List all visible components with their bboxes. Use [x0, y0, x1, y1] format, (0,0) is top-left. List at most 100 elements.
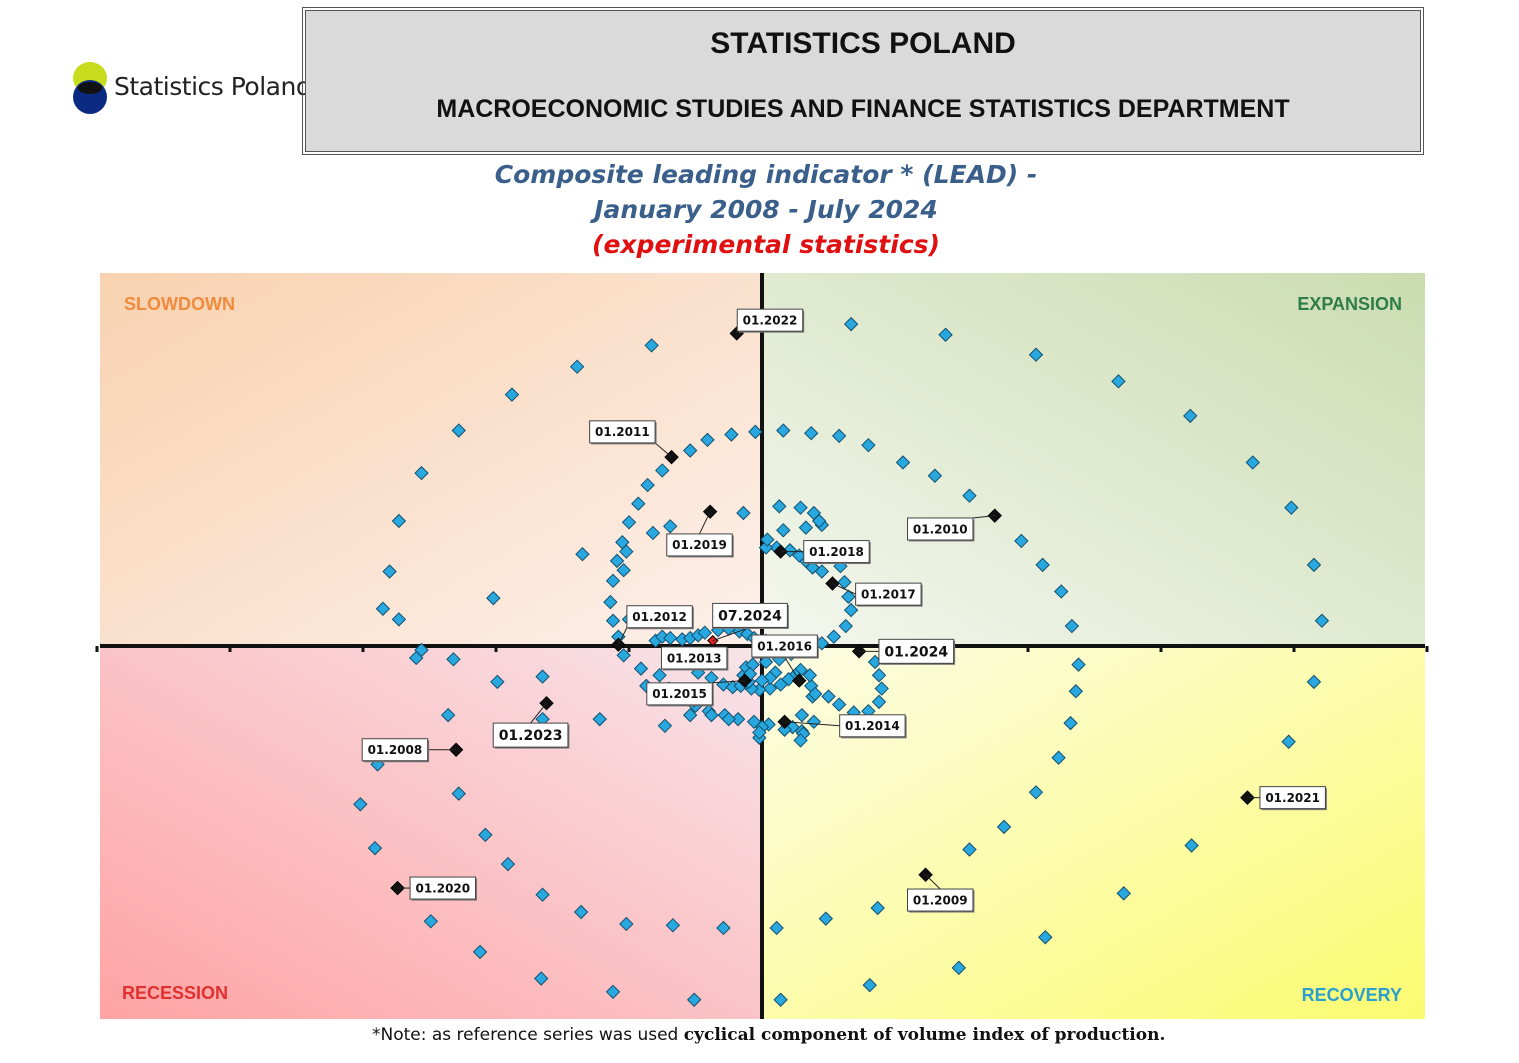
- quadrant-label-slowdown: SLOWDOWN: [124, 294, 235, 314]
- data-point: [569, 359, 585, 374]
- data-points: [353, 316, 1330, 1007]
- quadrant-recession-bg: [100, 646, 762, 1019]
- data-point: [1035, 557, 1050, 573]
- data-point: [592, 711, 607, 727]
- data-point: [773, 992, 788, 1007]
- data-point: [773, 677, 788, 692]
- data-point: [1054, 584, 1069, 599]
- data-point: [640, 477, 655, 493]
- data-point: [861, 437, 876, 453]
- data-point: [871, 694, 887, 710]
- point-label: 01.2008: [368, 743, 423, 757]
- label-box: [751, 634, 818, 658]
- data-point: [535, 887, 550, 902]
- data-point: [697, 625, 713, 640]
- point-label: 01.2010: [913, 522, 968, 536]
- data-point: [862, 977, 877, 993]
- data-point: [446, 652, 461, 667]
- label-box: [839, 714, 906, 738]
- logo-black-ellipse: [78, 82, 102, 94]
- label-leader-line: [784, 721, 840, 727]
- label-box: [736, 308, 804, 332]
- label-box: [626, 605, 693, 629]
- data-point: [408, 650, 424, 666]
- data-point: [1064, 618, 1080, 634]
- label-box: [666, 533, 733, 557]
- data-point: [927, 468, 943, 483]
- data-point: [423, 914, 439, 929]
- data-point: [838, 618, 853, 634]
- label-leader-line: [699, 511, 711, 535]
- data-point: [700, 432, 715, 448]
- data-point: [1183, 408, 1198, 424]
- data-point: [616, 648, 631, 663]
- data-point: [806, 505, 822, 521]
- data-point: [818, 911, 834, 926]
- data-point: [870, 900, 885, 916]
- chart-title-line-3: (experimental statistics): [592, 230, 940, 259]
- data-point: [1306, 674, 1322, 690]
- label-box: [712, 602, 788, 628]
- data-point: [769, 920, 784, 936]
- logo-text: Statistics Poland: [114, 72, 312, 101]
- label-box: [646, 682, 713, 706]
- data-point: [655, 463, 670, 478]
- label-leader-line: [712, 626, 751, 642]
- point-label: 07.2024: [718, 608, 782, 624]
- data-point: [645, 525, 661, 541]
- data-point: [951, 960, 967, 976]
- data-point: [633, 661, 649, 676]
- data-point: [871, 668, 887, 683]
- data-point: [776, 523, 791, 538]
- data-point: [1068, 684, 1084, 699]
- data-point: [724, 427, 739, 442]
- data-point: [682, 707, 698, 723]
- data-point: [605, 573, 621, 589]
- footnote: *Note: as reference series was used cycl…: [372, 1025, 1165, 1045]
- data-point: [831, 697, 847, 712]
- data-point: [1184, 838, 1199, 853]
- label-leader-line: [654, 442, 672, 458]
- data-point: [826, 629, 842, 644]
- point-label: 01.2009: [913, 893, 968, 907]
- statistics-poland-logo: Statistics Poland: [72, 60, 312, 116]
- data-point: [478, 827, 493, 843]
- label-box: [803, 540, 870, 564]
- point-label: 01.2015: [652, 687, 707, 701]
- label-leader-line: [832, 583, 856, 595]
- point-label: 01.2024: [884, 644, 948, 660]
- data-point: [802, 668, 818, 683]
- data-point: [716, 920, 731, 936]
- data-point: [490, 674, 505, 690]
- quadrant-recovery-bg: [762, 646, 1425, 1019]
- data-point: [821, 689, 836, 704]
- point-labels: 01.2008 01.2009 01.2010 01.2011 01.2012 01.20…: [361, 308, 1327, 913]
- header-department: MACROECONOMIC STUDIES AND FINANCE STATIS…: [436, 95, 1290, 123]
- data-point: [1014, 533, 1029, 549]
- point-label: 01.2022: [743, 313, 798, 327]
- footnote-prefix: *Note: as reference series was used: [372, 1025, 684, 1045]
- data-point: [1306, 557, 1322, 573]
- data-point: [748, 424, 763, 440]
- label-leader-line: [925, 874, 941, 890]
- data-point: [704, 707, 719, 723]
- point-label: 01.2023: [499, 728, 563, 744]
- quadrant-label-recession: RECESSION: [122, 983, 228, 1003]
- point-label: 01.2012: [632, 610, 687, 624]
- point-label: 01.2011: [595, 425, 650, 439]
- data-point: [375, 601, 391, 616]
- data-point: [793, 733, 808, 748]
- data-point: [962, 488, 977, 503]
- data-point: [962, 842, 977, 857]
- label-box: [1259, 786, 1326, 810]
- data-point: [686, 992, 702, 1007]
- point-label: 01.2013: [667, 651, 722, 665]
- data-point: [1028, 347, 1044, 362]
- data-point: [472, 944, 488, 960]
- chart-title-line-2: January 2008 - July 2024: [594, 195, 938, 224]
- data-point: [621, 515, 637, 530]
- label-box: [878, 638, 955, 664]
- data-point: [663, 630, 678, 646]
- label-leader-line: [617, 627, 628, 645]
